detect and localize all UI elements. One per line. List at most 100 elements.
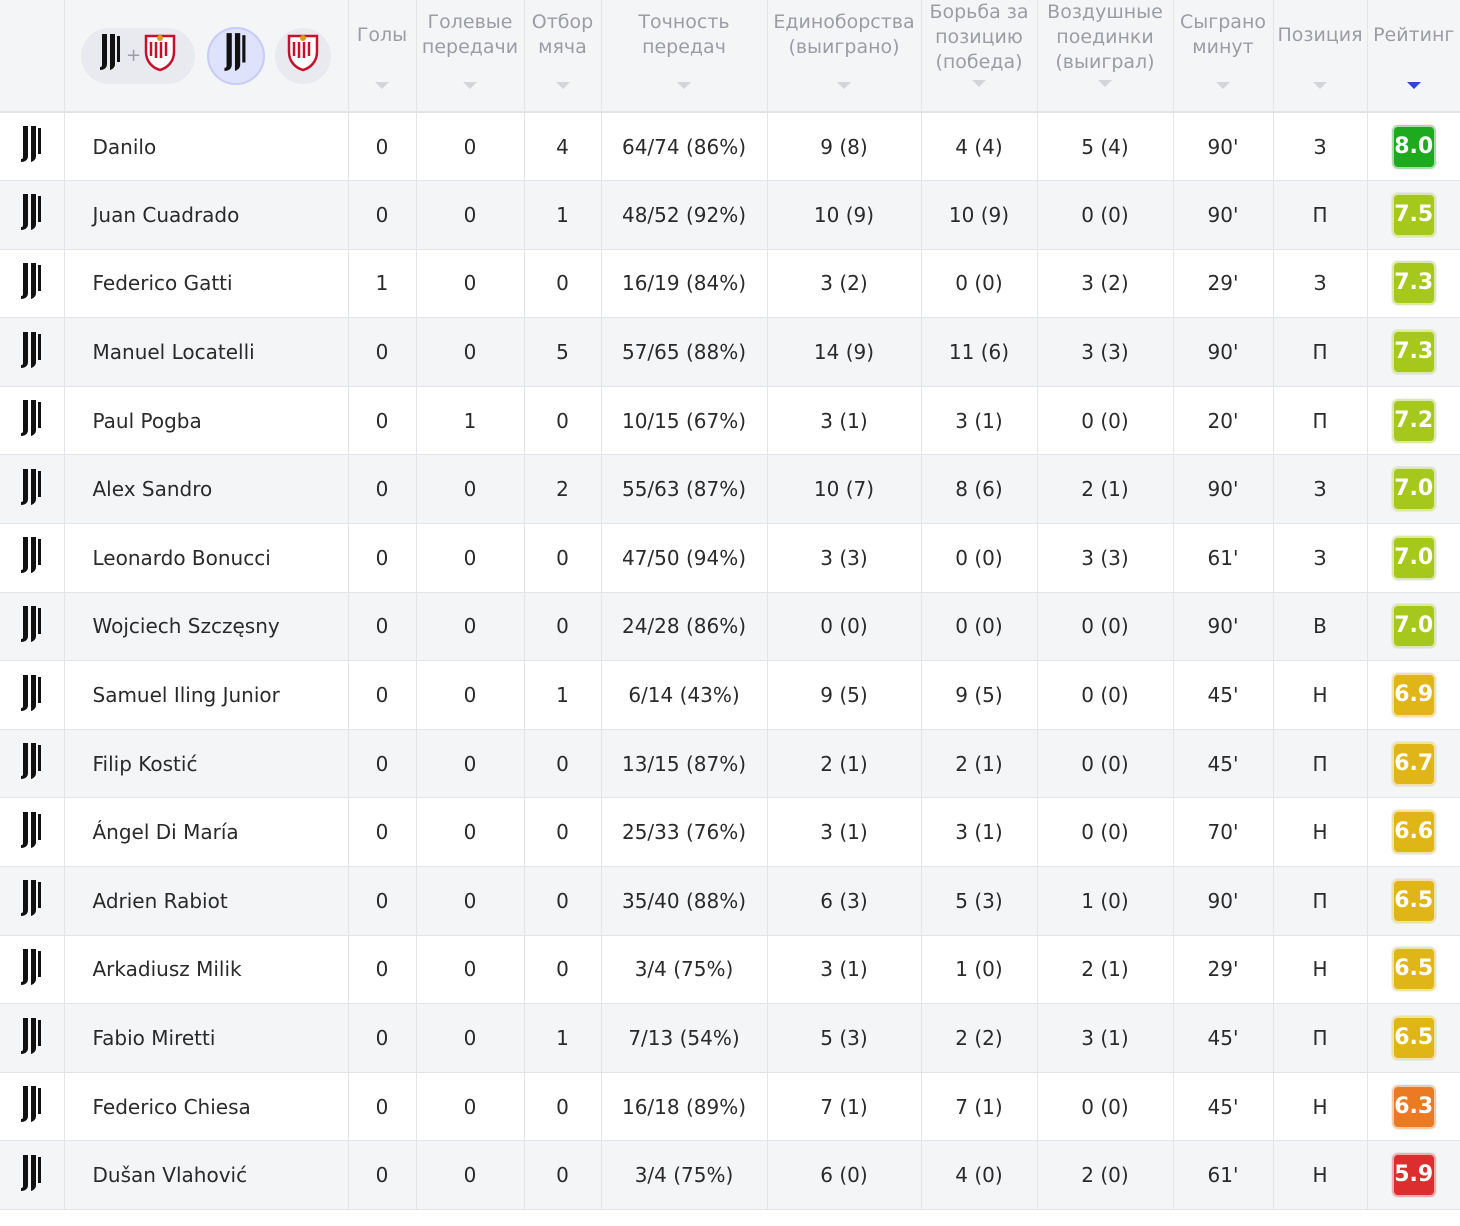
player-name[interactable]: Manuel Locatelli: [64, 317, 349, 387]
tackles-cell: 2: [524, 454, 602, 525]
table-row[interactable]: Paul Pogba 0 1 0 10/15 (67%) 3 (1) 3 (1)…: [0, 386, 1460, 456]
position-cell: П: [1273, 866, 1368, 936]
player-name[interactable]: Alex Sandro: [64, 454, 349, 525]
rating-badge: 7.3: [1391, 330, 1436, 375]
aerial-cell: 2 (1): [1037, 935, 1174, 1005]
juventus-crest-icon: [222, 31, 250, 80]
assists-cell: 0: [416, 935, 525, 1005]
aerial-cell: 0 (0): [1037, 180, 1174, 250]
duels-cell: 10 (7): [767, 454, 922, 525]
goals-cell: 0: [348, 1140, 417, 1210]
team-crest-cell: [0, 386, 65, 456]
player-name[interactable]: Juan Cuadrado: [64, 180, 349, 250]
goals-cell: 0: [348, 180, 417, 250]
player-name[interactable]: Ángel Di María: [64, 797, 349, 868]
team-crest-cell: [0, 523, 65, 593]
column-header-goals[interactable]: Голы: [348, 0, 417, 113]
column-header-duels[interactable]: Единоборства (выиграно): [767, 0, 922, 113]
rating-cell: 7.2: [1367, 386, 1460, 456]
table-row[interactable]: Fabio Miretti 0 0 1 7/13 (54%) 5 (3) 2 (…: [0, 1003, 1460, 1073]
table-row[interactable]: Juan Cuadrado 0 0 1 48/52 (92%) 10 (9) 1…: [0, 180, 1460, 250]
tackles-cell: 0: [524, 866, 602, 936]
rating-badge: 6.7: [1391, 741, 1436, 786]
player-name[interactable]: Leonardo Bonucci: [64, 523, 349, 593]
juventus-crest-icon: [19, 330, 45, 375]
column-header-aerial[interactable]: Воздушные поединки (выиграл): [1037, 0, 1174, 113]
position-cell: П: [1273, 317, 1368, 387]
table-row[interactable]: Danilo 0 0 4 64/74 (86%) 9 (8) 4 (4) 5 (…: [0, 112, 1460, 182]
sevilla-team-button[interactable]: [274, 27, 331, 84]
both-teams-button[interactable]: +: [80, 27, 195, 84]
passing-cell: 3/4 (75%): [601, 1140, 768, 1210]
goals-cell: 0: [348, 317, 417, 387]
table-row[interactable]: Leonardo Bonucci 0 0 0 47/50 (94%) 3 (3)…: [0, 523, 1460, 593]
tackles-cell: 5: [524, 317, 602, 387]
table-row[interactable]: Adrien Rabiot 0 0 0 35/40 (88%) 6 (3) 5 …: [0, 866, 1460, 936]
rating-cell: 8.0: [1367, 112, 1460, 182]
column-header-passing[interactable]: Точность передач: [601, 0, 768, 113]
table-row[interactable]: Samuel Iling Junior 0 0 1 6/14 (43%) 9 (…: [0, 660, 1460, 730]
player-name[interactable]: Adrien Rabiot: [64, 866, 349, 936]
column-header-ground-duels[interactable]: Борьба за позицию (победа): [921, 0, 1038, 113]
table-row[interactable]: Arkadiusz Milik 0 0 0 3/4 (75%) 3 (1) 1 …: [0, 935, 1460, 1005]
table-row[interactable]: Ángel Di María 0 0 0 25/33 (76%) 3 (1) 3…: [0, 797, 1460, 868]
player-name[interactable]: Federico Chiesa: [64, 1072, 349, 1142]
column-header-assists[interactable]: Голевые передачи: [416, 0, 525, 113]
tackles-cell: 0: [524, 729, 602, 799]
minutes-cell: 61': [1173, 523, 1274, 593]
player-name[interactable]: Samuel Iling Junior: [64, 660, 349, 730]
table-header-row: +: [0, 0, 1460, 113]
player-name[interactable]: Federico Gatti: [64, 249, 349, 319]
rating-badge: 6.3: [1391, 1084, 1436, 1129]
ground-duels-cell: 8 (6): [921, 454, 1038, 525]
aerial-cell: 3 (3): [1037, 523, 1174, 593]
team-crest-cell: [0, 317, 65, 387]
assists-cell: 0: [416, 729, 525, 799]
position-cell: П: [1273, 1003, 1368, 1073]
aerial-cell: 2 (1): [1037, 454, 1174, 525]
juventus-crest-icon: [19, 398, 45, 443]
sevilla-crest-icon: [143, 32, 177, 79]
juventus-crest-icon: [19, 604, 45, 649]
minutes-cell: 45': [1173, 660, 1274, 730]
player-name[interactable]: Wojciech Szczęsny: [64, 592, 349, 662]
ground-duels-cell: 4 (4): [921, 112, 1038, 182]
assists-cell: 0: [416, 180, 525, 250]
table-row[interactable]: Federico Chiesa 0 0 0 16/18 (89%) 7 (1) …: [0, 1072, 1460, 1142]
rating-badge: 6.5: [1391, 947, 1436, 992]
juventus-team-button[interactable]: [206, 26, 265, 85]
column-header-rating[interactable]: Рейтинг: [1367, 0, 1460, 113]
duels-cell: 3 (2): [767, 249, 922, 319]
table-row[interactable]: Federico Gatti 1 0 0 16/19 (84%) 3 (2) 0…: [0, 249, 1460, 319]
tackles-cell: 0: [524, 1072, 602, 1142]
passing-cell: 13/15 (87%): [601, 729, 768, 799]
goals-cell: 0: [348, 866, 417, 936]
column-header-tackles[interactable]: Отбор мяча: [524, 0, 602, 113]
team-crest-cell: [0, 1140, 65, 1210]
table-row[interactable]: Alex Sandro 0 0 2 55/63 (87%) 10 (7) 8 (…: [0, 454, 1460, 525]
juventus-crest-icon: [19, 947, 45, 992]
tackles-cell: 0: [524, 386, 602, 456]
assists-cell: 0: [416, 454, 525, 525]
table-row[interactable]: Dušan Vlahović 0 0 0 3/4 (75%) 6 (0) 4 (…: [0, 1140, 1460, 1210]
column-header-minutes[interactable]: Сыграно минут: [1173, 0, 1274, 113]
aerial-cell: 1 (0): [1037, 866, 1174, 936]
team-crest-cell: [0, 592, 65, 662]
minutes-cell: 90': [1173, 112, 1274, 182]
aerial-cell: 2 (0): [1037, 1140, 1174, 1210]
player-name[interactable]: Arkadiusz Milik: [64, 935, 349, 1005]
player-name[interactable]: Dušan Vlahović: [64, 1140, 349, 1210]
rating-badge: 7.0: [1391, 535, 1436, 580]
player-name[interactable]: Filip Kostić: [64, 729, 349, 799]
table-row[interactable]: Filip Kostić 0 0 0 13/15 (87%) 2 (1) 2 (…: [0, 729, 1460, 799]
table-row[interactable]: Wojciech Szczęsny 0 0 0 24/28 (86%) 0 (0…: [0, 592, 1460, 662]
aerial-cell: 0 (0): [1037, 386, 1174, 456]
player-name[interactable]: Fabio Miretti: [64, 1003, 349, 1073]
player-name[interactable]: Danilo: [64, 112, 349, 182]
sort-arrow-icon: [972, 80, 986, 87]
tackles-cell: 1: [524, 180, 602, 250]
column-header-position[interactable]: Позиция: [1273, 0, 1368, 113]
player-name[interactable]: Paul Pogba: [64, 386, 349, 456]
table-row[interactable]: Manuel Locatelli 0 0 5 57/65 (88%) 14 (9…: [0, 317, 1460, 387]
passing-cell: 7/13 (54%): [601, 1003, 768, 1073]
